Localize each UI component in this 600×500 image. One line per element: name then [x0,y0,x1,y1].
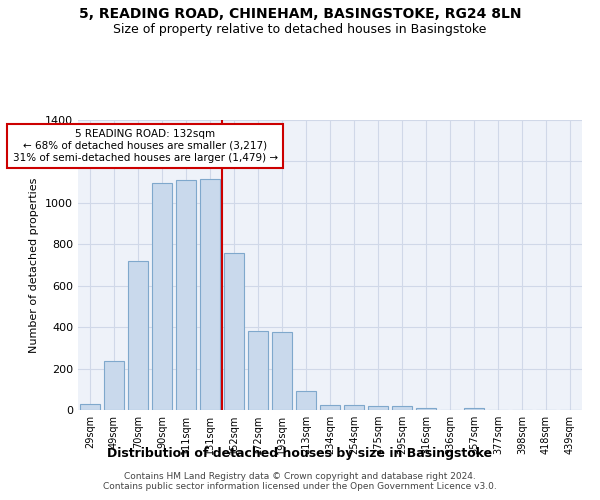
Bar [368,406,388,410]
Text: Distribution of detached houses by size in Basingstoke: Distribution of detached houses by size … [107,448,493,460]
Bar [176,180,196,410]
Text: 5 READING ROAD: 132sqm
← 68% of detached houses are smaller (3,217)
31% of semi-: 5 READING ROAD: 132sqm ← 68% of detached… [13,130,278,162]
Bar [104,362,124,410]
Bar [200,179,220,410]
Bar [464,408,484,410]
Bar [344,405,364,410]
Bar [320,405,340,410]
Bar [152,183,172,410]
Bar [80,404,100,410]
Bar [272,332,292,410]
Text: Size of property relative to detached houses in Basingstoke: Size of property relative to detached ho… [113,22,487,36]
Text: Contains HM Land Registry data © Crown copyright and database right 2024.: Contains HM Land Registry data © Crown c… [124,472,476,481]
Text: Contains public sector information licensed under the Open Government Licence v3: Contains public sector information licen… [103,482,497,491]
Text: 5, READING ROAD, CHINEHAM, BASINGSTOKE, RG24 8LN: 5, READING ROAD, CHINEHAM, BASINGSTOKE, … [79,8,521,22]
Bar [296,392,316,410]
Bar [392,406,412,410]
Bar [128,261,148,410]
Bar [224,252,244,410]
Bar [416,408,436,410]
Y-axis label: Number of detached properties: Number of detached properties [29,178,40,352]
Bar [248,332,268,410]
